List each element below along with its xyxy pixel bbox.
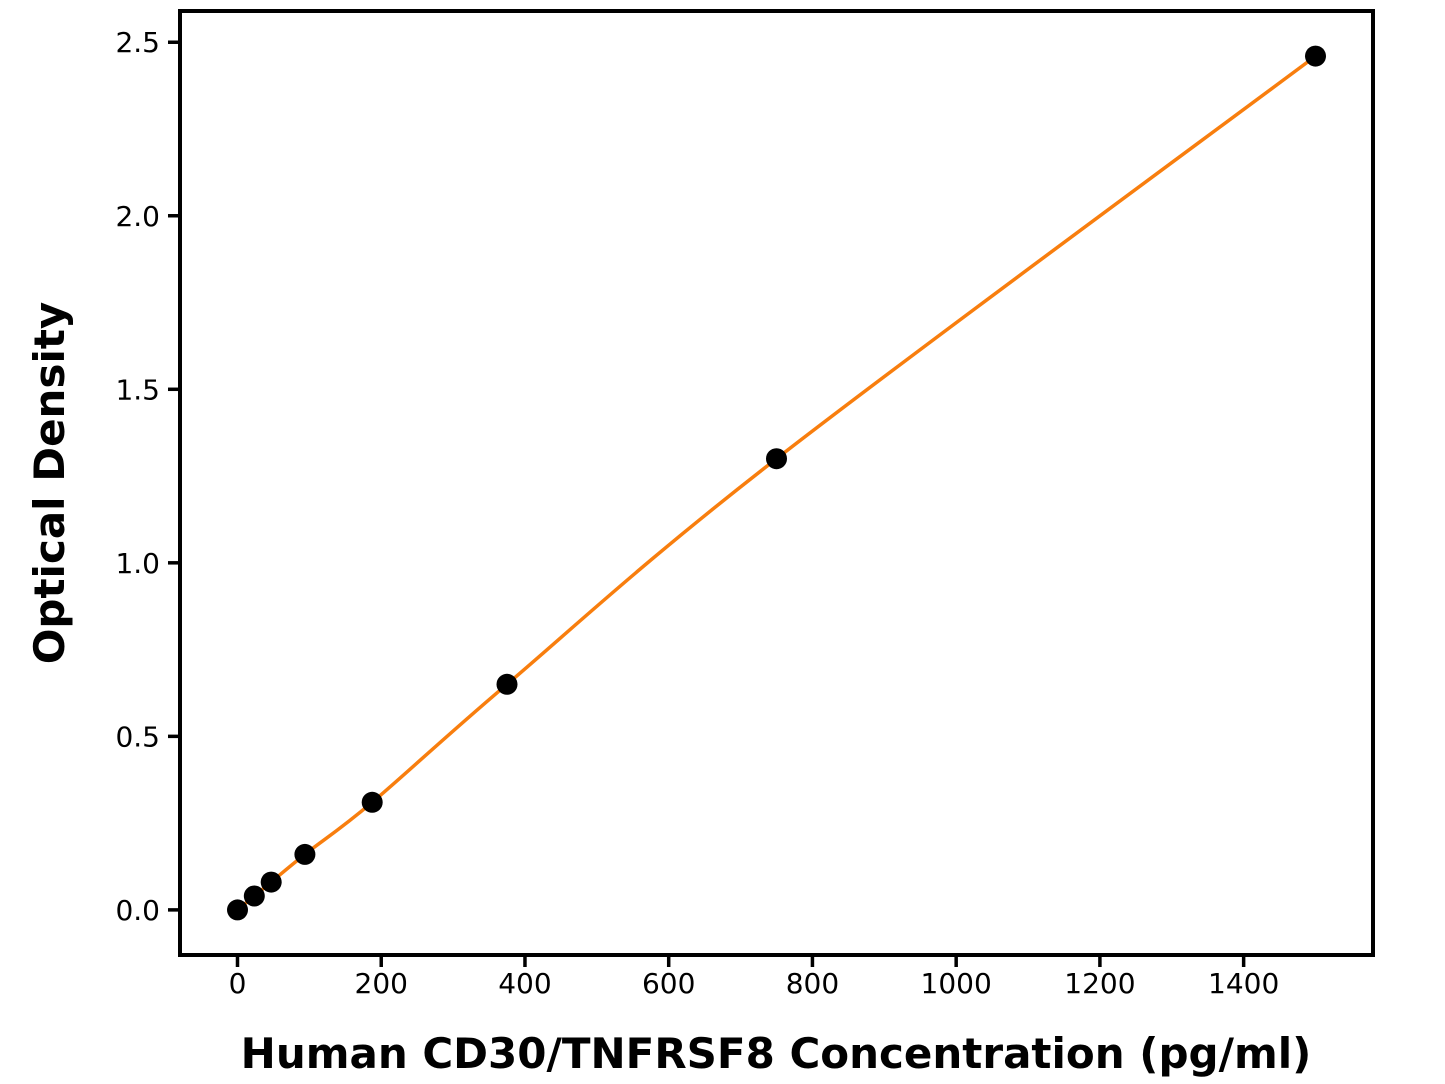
data-point-marker	[1305, 45, 1326, 67]
data-point-marker	[361, 791, 383, 813]
x-tick-label: 200	[355, 967, 408, 1000]
y-tick-label: 1.5	[115, 373, 160, 406]
chart-plot-area: 0 200 400 600 800 1000 1200 1400 0.0 0.5 1.0 1.5 2.0…	[115, 9, 1375, 1000]
x-tick-label: 1200	[1064, 967, 1135, 1000]
y-tick-label: 1.0	[115, 547, 160, 580]
x-tick-label: 1000	[921, 967, 992, 1000]
y-tick-label: 2.5	[115, 26, 160, 59]
standard-curve-line	[235, 54, 1318, 912]
y-axis-label: Optical Density	[25, 302, 74, 665]
data-point-marker	[227, 899, 248, 921]
data-point-marker	[260, 871, 282, 893]
data-point-marker	[766, 448, 787, 470]
y-tick-label: 0.5	[115, 720, 160, 753]
data-point-marker	[496, 673, 518, 695]
x-tick-label: 1400	[1208, 967, 1279, 1000]
x-tick-label: 400	[498, 967, 551, 1000]
y-tick-label: 2.0	[115, 200, 160, 233]
x-tick-label: 0	[229, 967, 247, 1000]
x-tick-label: 800	[786, 967, 839, 1000]
y-tick-label: 0.0	[115, 894, 160, 927]
x-axis-label: Human CD30/TNFRSF8 Concentration (pg/ml)	[241, 1029, 1312, 1078]
axes-frame	[178, 9, 1375, 957]
x-tick-label: 600	[642, 967, 695, 1000]
data-point-marker	[294, 843, 316, 865]
data-point-marker	[243, 885, 265, 907]
